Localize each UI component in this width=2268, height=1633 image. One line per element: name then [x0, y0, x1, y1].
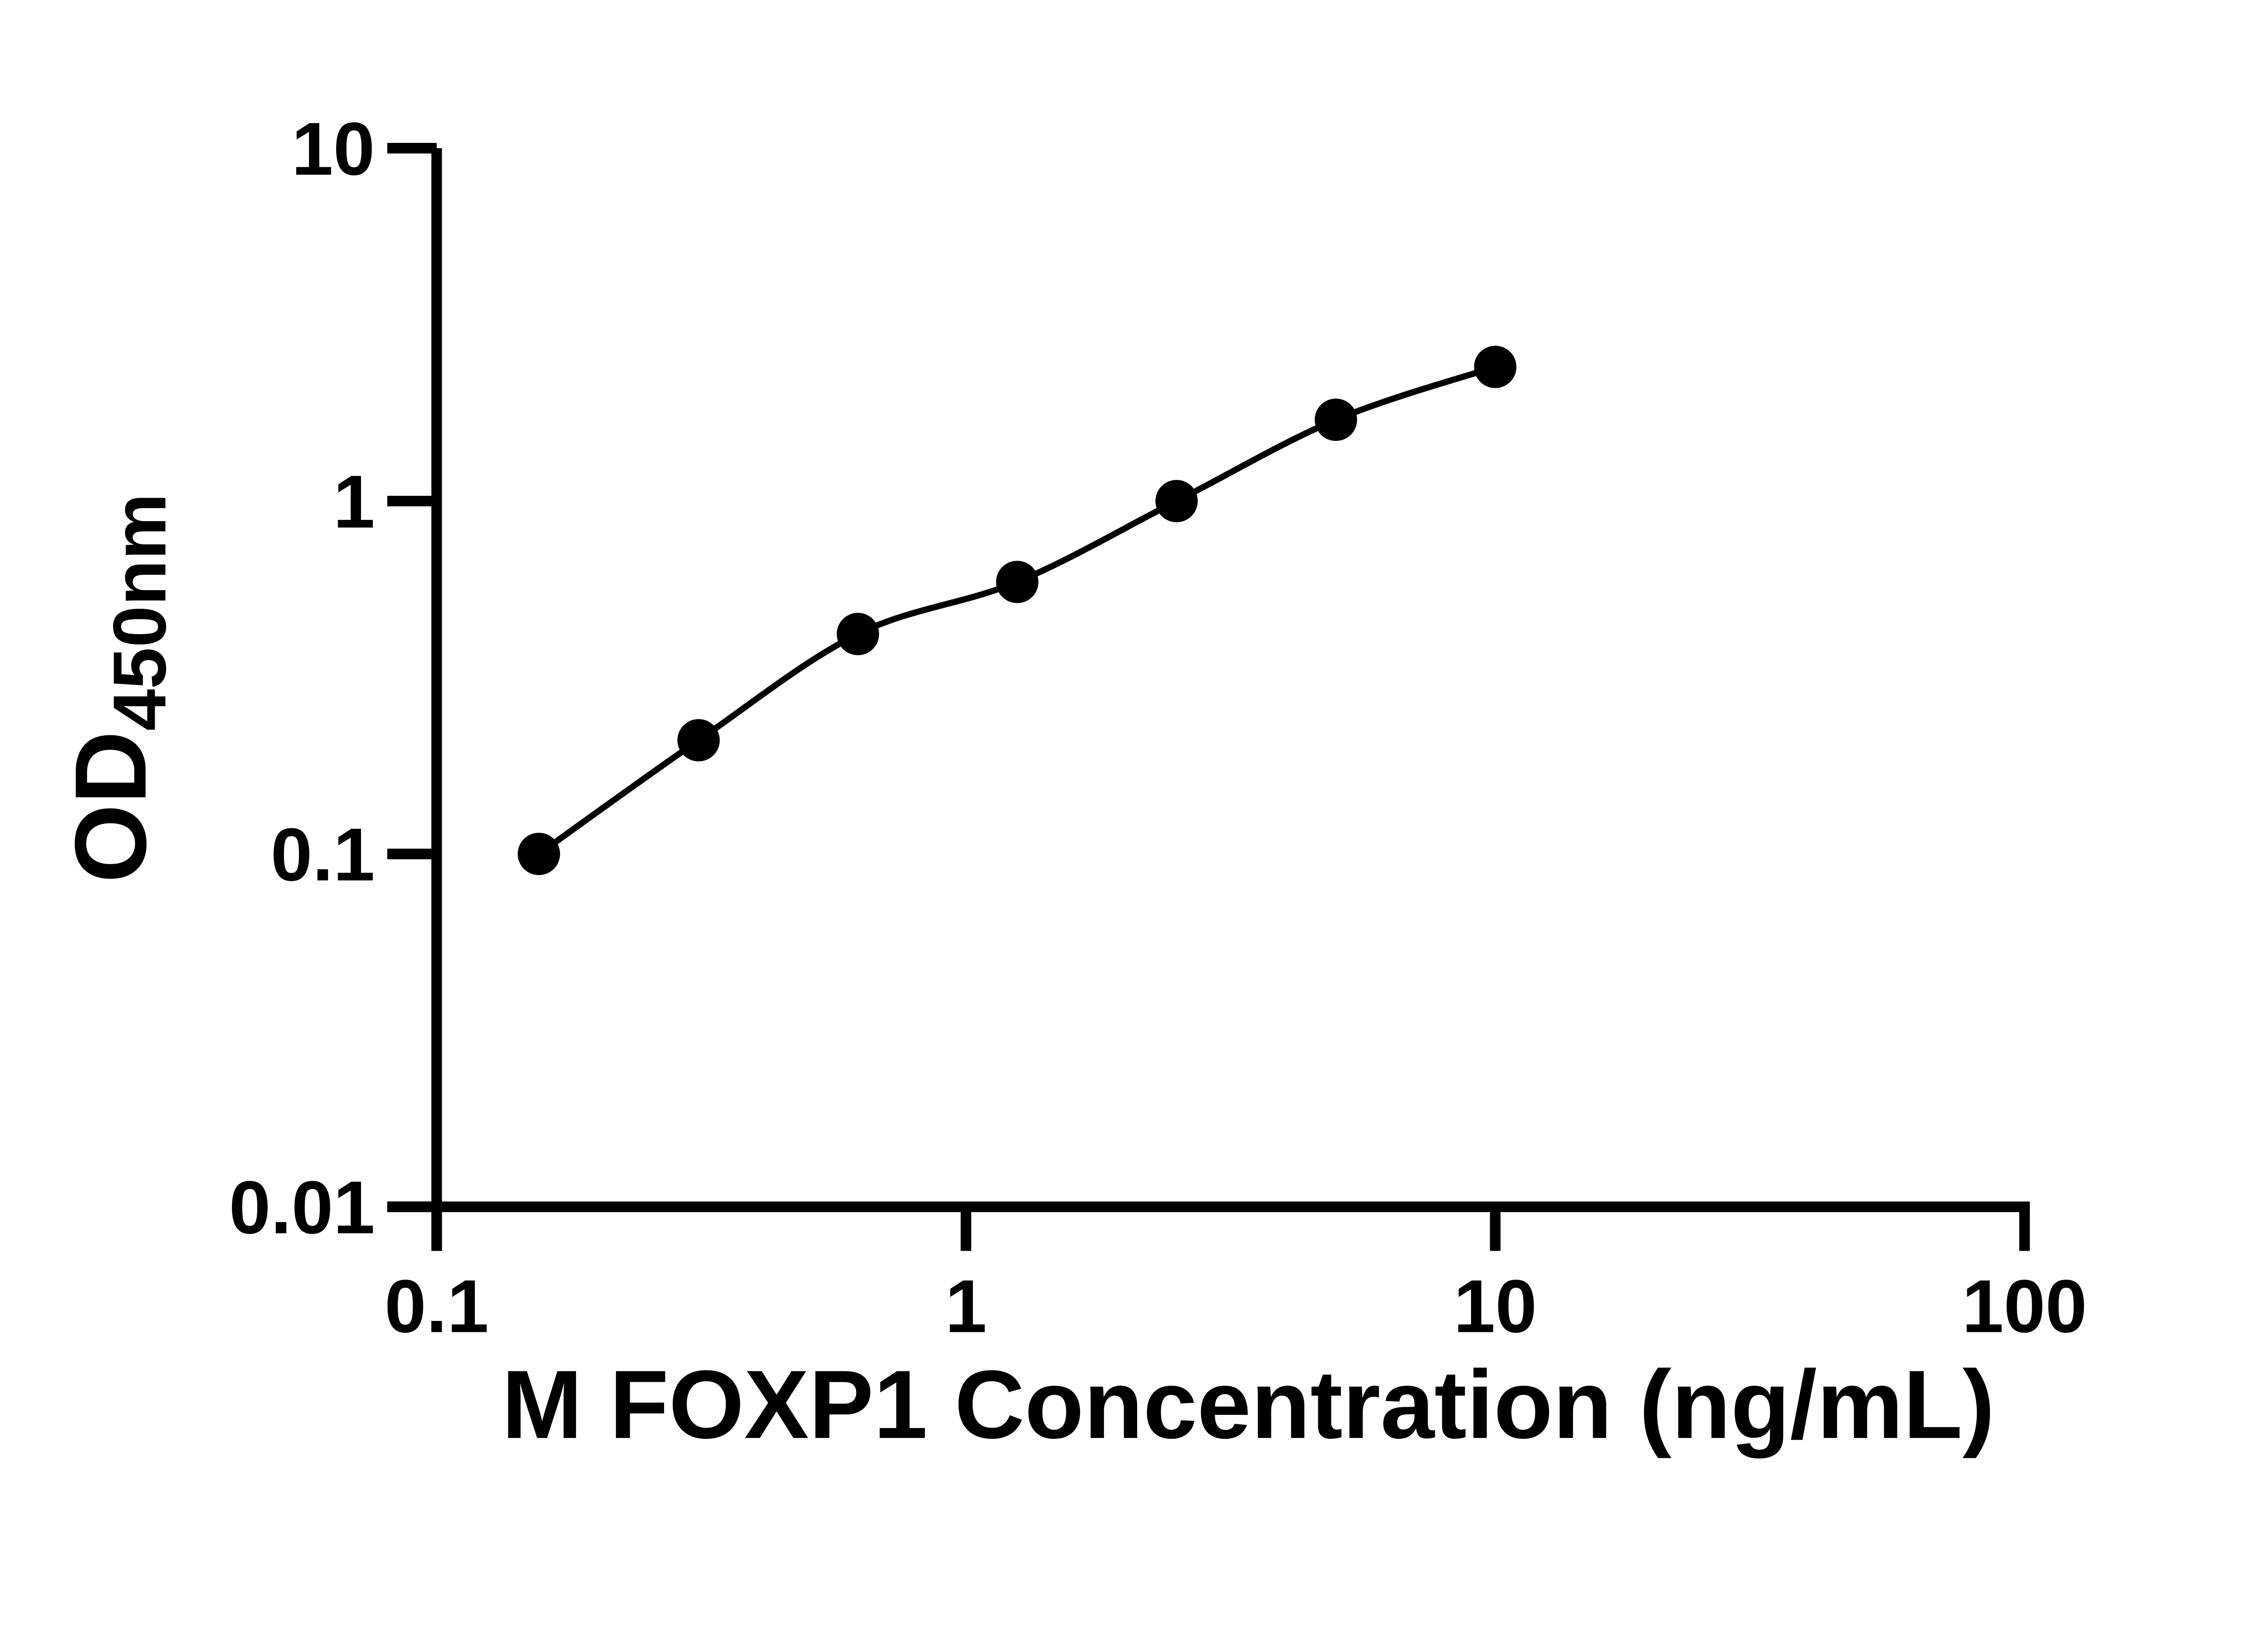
- y-tick-label: 10: [292, 107, 375, 191]
- x-tick-label: 1: [945, 1265, 987, 1349]
- x-tick-label: 10: [1453, 1265, 1537, 1349]
- y-tick-label: 0.01: [229, 1166, 375, 1250]
- data-point-marker: [836, 613, 880, 655]
- y-tick-label: 1: [333, 460, 375, 544]
- data-point-marker: [1155, 479, 1198, 523]
- elisa-standard-curve-figure: 10 1 0.1 0.01 0.1 1 10 100 M FOXP1 Concentratio…: [54, 107, 2087, 1459]
- y-axis-title-main: OD: [54, 731, 167, 883]
- fit-curve-line: [537, 364, 1496, 857]
- data-point-marker: [518, 832, 560, 875]
- x-axis-title: M FOXP1 Concentration (ng/mL): [502, 1350, 1995, 1459]
- data-point-marker: [996, 561, 1039, 603]
- x-tick-label: 100: [1962, 1265, 2087, 1349]
- data-point-marker: [1474, 346, 1517, 388]
- y-axis-title-subscript: 450nm: [98, 493, 182, 731]
- y-axis-title: OD450nm: [54, 493, 182, 883]
- y-tick-label: 0.1: [271, 813, 375, 897]
- data-point-marker: [1315, 398, 1357, 441]
- data-point-marker: [677, 719, 720, 762]
- x-tick-label: 0.1: [385, 1265, 489, 1349]
